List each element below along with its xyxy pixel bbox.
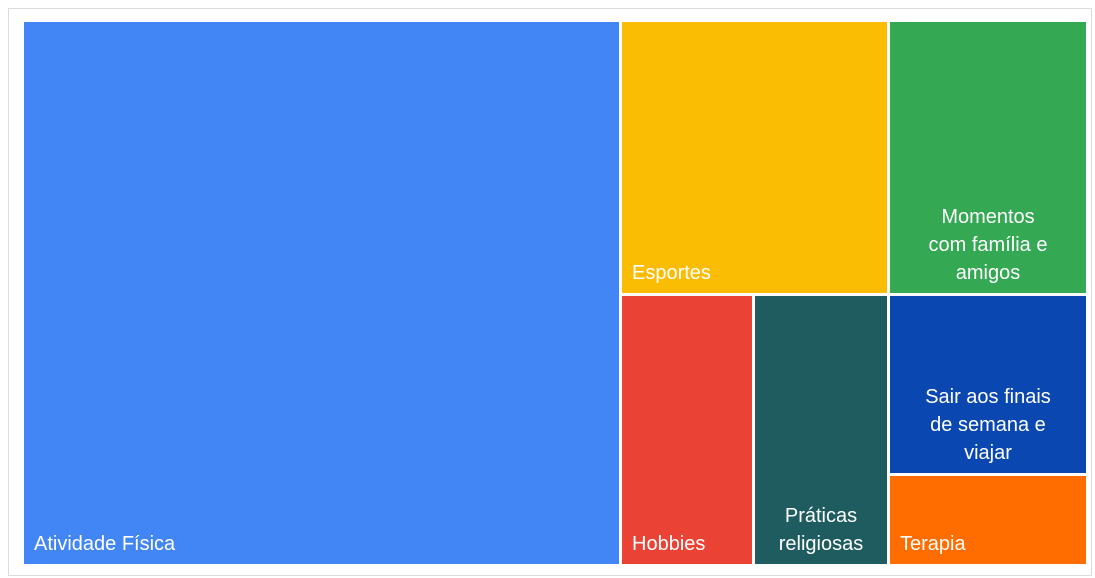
treemap-tile-atividade-fisica[interactable]: Atividade Física <box>24 22 619 564</box>
treemap-label-sair-aos-finais-de-semana-e-viajar: Sair aos finais de semana e viajar <box>925 386 1051 464</box>
treemap-label-terapia: Terapia <box>900 533 966 555</box>
treemap-label-hobbies: Hobbies <box>632 533 706 555</box>
treemap-label-praticas-religiosas: Práticas religiosas <box>778 505 864 555</box>
treemap-tile-esportes[interactable]: Esportes <box>622 22 887 293</box>
treemap-tile-praticas-religiosas[interactable]: Práticas religiosas <box>755 296 887 564</box>
treemap-label-atividade-fisica: Atividade Física <box>34 533 176 555</box>
treemap-label-momentos-com-familia-e-amigos: Momentos com família e amigos <box>928 206 1048 284</box>
treemap-tile-momentos-com-familia-e-amigos[interactable]: Momentos com família e amigos <box>890 22 1086 293</box>
treemap-tile-terapia[interactable]: Terapia <box>890 476 1086 564</box>
treemap-label-esportes: Esportes <box>632 262 711 284</box>
treemap-tile-sair-aos-finais-de-semana-e-viajar[interactable]: Sair aos finais de semana e viajar <box>890 296 1086 473</box>
treemap-tile-hobbies[interactable]: Hobbies <box>622 296 752 564</box>
